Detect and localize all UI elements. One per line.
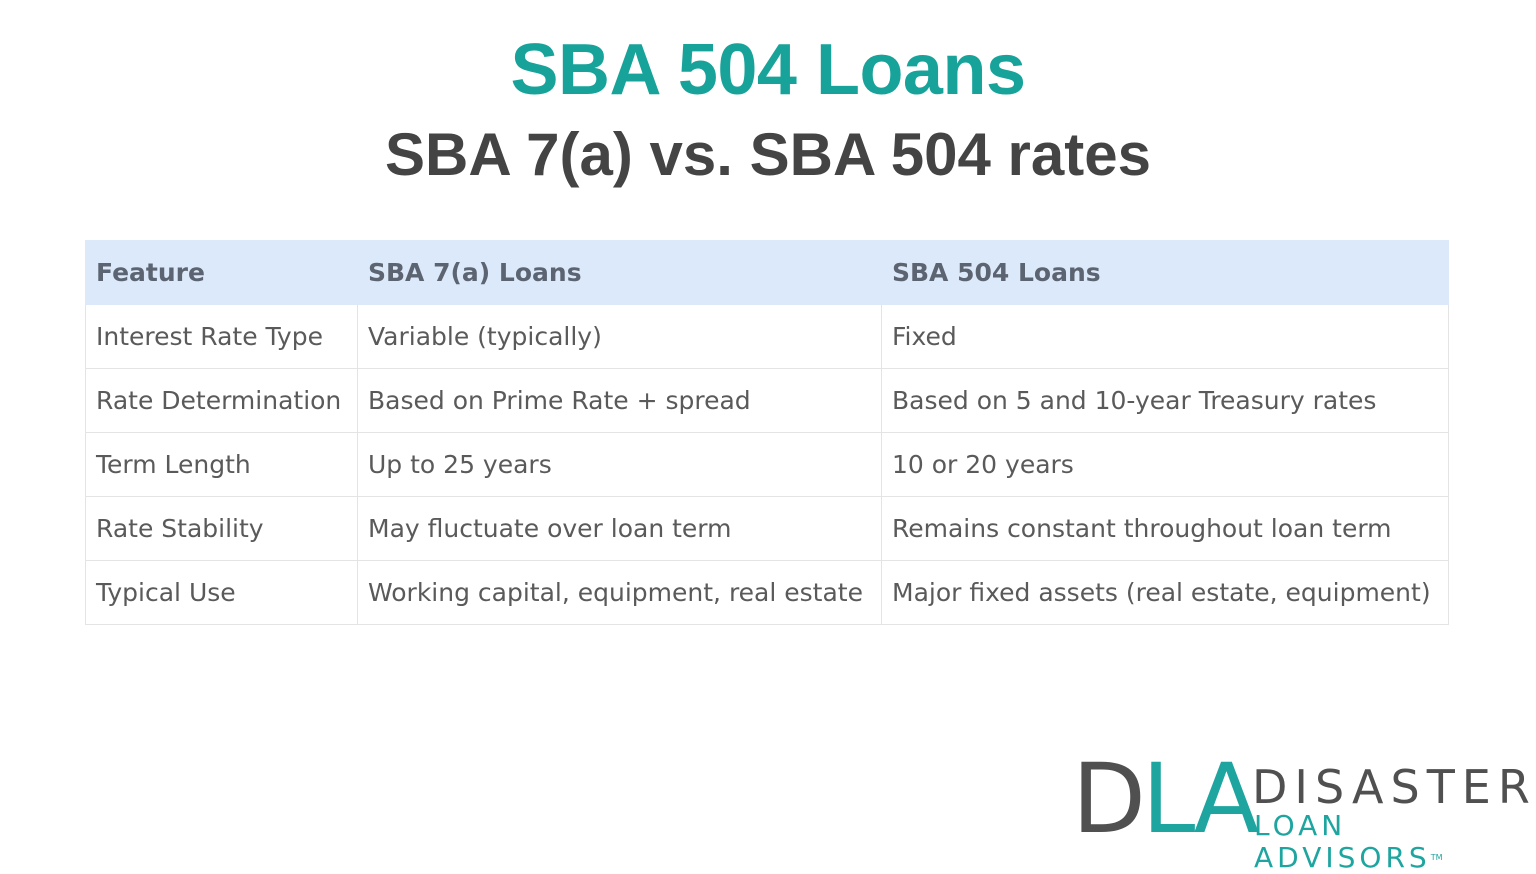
cell-7a: Working capital, equipment, real estate [357, 560, 882, 625]
cell-504: Based on 5 and 10-year Treasury rates [881, 368, 1449, 433]
cell-feature: Term Length [85, 432, 358, 497]
cell-7a: May fluctuate over loan term [357, 496, 882, 561]
cell-feature: Rate Stability [85, 496, 358, 561]
dla-logo: DLA DISASTER LOAN ADVISORSTM [1072, 751, 1530, 874]
page-subtitle: SBA 7(a) vs. SBA 504 rates [385, 121, 1151, 188]
table-row: Rate Stability May fluctuate over loan t… [85, 496, 1449, 561]
cell-feature: Rate Determination [85, 368, 358, 433]
cell-7a: Based on Prime Rate + spread [357, 368, 882, 433]
page-title: SBA 504 Loans [510, 30, 1026, 110]
logo-mark: DLA [1072, 743, 1259, 855]
cell-504: 10 or 20 years [881, 432, 1449, 497]
header-feature: Feature [85, 240, 358, 305]
logo-line2: LOAN ADVISORSTM [1254, 809, 1443, 874]
cell-7a: Up to 25 years [357, 432, 882, 497]
cell-504: Fixed [881, 304, 1449, 369]
table-row: Term Length Up to 25 years 10 or 20 year… [85, 432, 1449, 497]
cell-feature: Typical Use [85, 560, 358, 625]
cell-504: Major fixed assets (real estate, equipme… [881, 560, 1449, 625]
header-sba-7a: SBA 7(a) Loans [357, 240, 882, 305]
logo-line1: DISASTER [1252, 760, 1536, 814]
cell-feature: Interest Rate Type [85, 304, 358, 369]
comparison-table: Feature SBA 7(a) Loans SBA 504 Loans Int… [85, 240, 1449, 625]
table-row: Rate Determination Based on Prime Rate +… [85, 368, 1449, 433]
table-header-row: Feature SBA 7(a) Loans SBA 504 Loans [85, 240, 1449, 305]
table-row: Interest Rate Type Variable (typically) … [85, 304, 1449, 369]
cell-504: Remains constant throughout loan term [881, 496, 1449, 561]
cell-7a: Variable (typically) [357, 304, 882, 369]
header-sba-504: SBA 504 Loans [881, 240, 1449, 305]
table-row: Typical Use Working capital, equipment, … [85, 560, 1449, 625]
